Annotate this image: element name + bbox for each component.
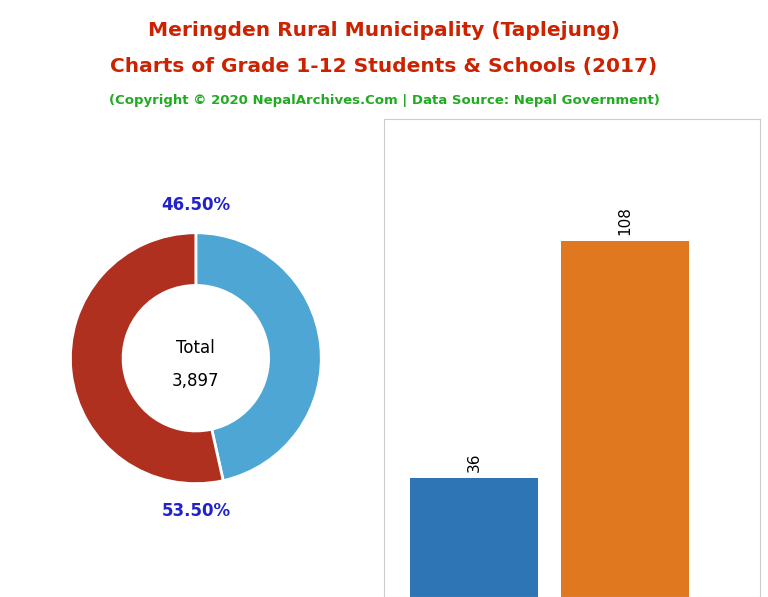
Wedge shape <box>71 233 223 484</box>
Bar <box>561 241 689 597</box>
Text: 36: 36 <box>467 453 482 472</box>
Text: Total: Total <box>177 339 215 357</box>
Text: 46.50%: 46.50% <box>161 196 230 214</box>
Text: 3,897: 3,897 <box>172 372 220 390</box>
Bar <box>410 478 538 597</box>
Text: (Copyright © 2020 NepalArchives.Com | Data Source: Nepal Government): (Copyright © 2020 NepalArchives.Com | Da… <box>108 94 660 107</box>
Text: Meringden Rural Municipality (Taplejung): Meringden Rural Municipality (Taplejung) <box>148 21 620 40</box>
Text: Charts of Grade 1-12 Students & Schools (2017): Charts of Grade 1-12 Students & Schools … <box>111 57 657 76</box>
Text: 53.50%: 53.50% <box>161 502 230 520</box>
Text: 108: 108 <box>617 206 632 235</box>
Wedge shape <box>196 233 321 481</box>
